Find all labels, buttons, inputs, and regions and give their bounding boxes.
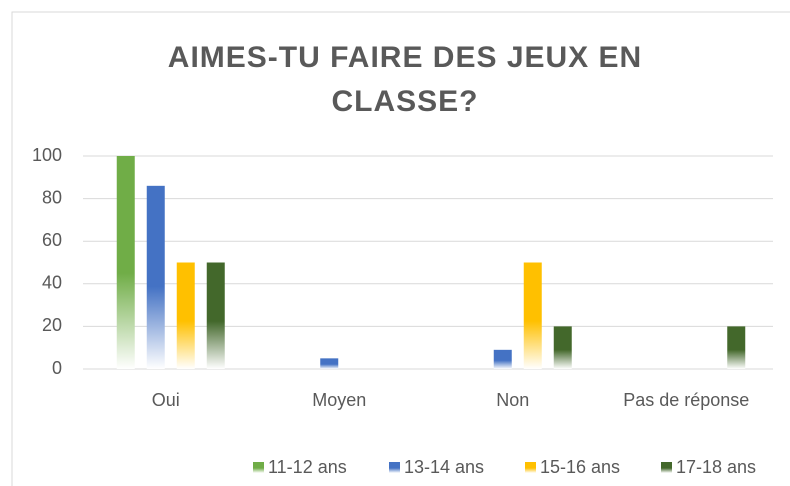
y-tick-label: 20 xyxy=(42,315,62,335)
y-tick-label: 100 xyxy=(32,145,62,165)
legend-swatch xyxy=(525,462,536,473)
x-tick-label: Pas de réponse xyxy=(623,390,749,410)
x-tick-label: Oui xyxy=(152,390,180,410)
bar xyxy=(176,262,195,369)
chart-border xyxy=(11,11,790,486)
chart-title: AIMES-TU FAIRE DES JEUX EN CLASSE? xyxy=(167,41,643,118)
legend-label: 13-14 ans xyxy=(404,457,484,477)
bar xyxy=(206,262,225,369)
bar xyxy=(116,156,135,369)
bar xyxy=(727,326,746,369)
y-tick-label: 40 xyxy=(42,273,62,293)
x-tick-label: Moyen xyxy=(312,390,366,410)
bar xyxy=(320,358,339,369)
bar xyxy=(146,185,165,369)
legend-swatch xyxy=(661,462,672,473)
bar xyxy=(493,349,512,369)
legend-label: 15-16 ans xyxy=(540,457,620,477)
legend-swatch xyxy=(389,462,400,473)
legend-swatch xyxy=(253,462,264,473)
x-tick-label: Non xyxy=(496,390,529,410)
legend-label: 11-12 ans xyxy=(268,457,347,477)
y-tick-label: 80 xyxy=(42,187,62,207)
bar xyxy=(553,326,572,369)
y-tick-label: 60 xyxy=(42,230,62,250)
legend-label: 17-18 ans xyxy=(676,457,756,477)
y-tick-label: 0 xyxy=(52,358,62,378)
bar xyxy=(523,262,542,369)
